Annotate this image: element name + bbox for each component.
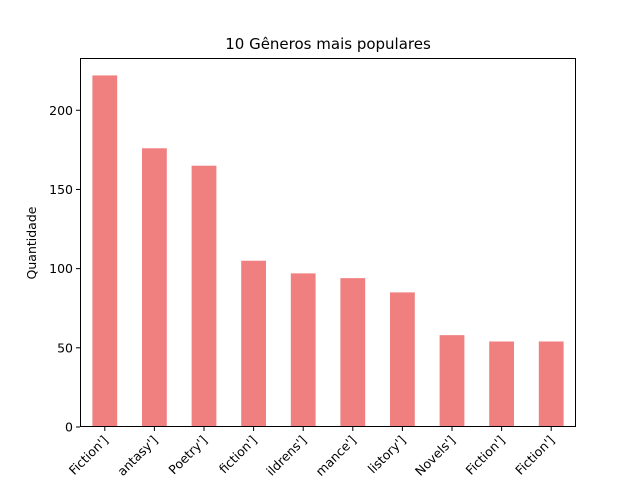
bar-7 bbox=[439, 335, 465, 427]
y-axis-ticks: 0 50 100 150 200 bbox=[49, 103, 80, 435]
y-tick-label-3: 150 bbox=[49, 182, 73, 197]
x-tick-label-1: antasy'] bbox=[114, 433, 160, 479]
x-tick-label-4: ildrens'] bbox=[263, 433, 309, 479]
plot-frame bbox=[80, 58, 576, 427]
bar-0 bbox=[92, 75, 118, 428]
chart-title: 10 Gêneros mais populares bbox=[225, 35, 431, 53]
x-axis-ticks: Fiction'] antasy'] Poetry'] fiction'] ildren… bbox=[66, 427, 557, 479]
x-tick-label-3: fiction'] bbox=[216, 433, 260, 477]
x-tick-label-8: Fiction'] bbox=[463, 433, 508, 478]
x-tick-label-6: listory'] bbox=[365, 433, 409, 477]
y-tick-label-4: 200 bbox=[49, 103, 73, 118]
x-tick-label-2: Poetry'] bbox=[165, 433, 210, 478]
y-axis-label: Quantidade bbox=[24, 206, 39, 279]
bar-6 bbox=[390, 292, 415, 427]
y-tick-label-2: 100 bbox=[49, 261, 73, 276]
x-tick-label-0: Fiction'] bbox=[66, 433, 111, 478]
x-tick-label-9: Fiction'] bbox=[512, 433, 557, 478]
x-tick-label-7: Novels'] bbox=[412, 433, 458, 479]
bar-2 bbox=[191, 165, 217, 427]
bar-3 bbox=[241, 260, 266, 427]
bar-1 bbox=[142, 148, 167, 427]
x-tick-label-5: mance'] bbox=[313, 433, 359, 479]
bars-group bbox=[92, 75, 564, 428]
y-tick-label-0: 0 bbox=[65, 420, 73, 435]
bar-5 bbox=[340, 278, 366, 427]
bar-9 bbox=[538, 341, 564, 427]
y-tick-label-1: 50 bbox=[57, 340, 73, 355]
bar-4 bbox=[290, 273, 316, 427]
bar-8 bbox=[489, 341, 514, 427]
